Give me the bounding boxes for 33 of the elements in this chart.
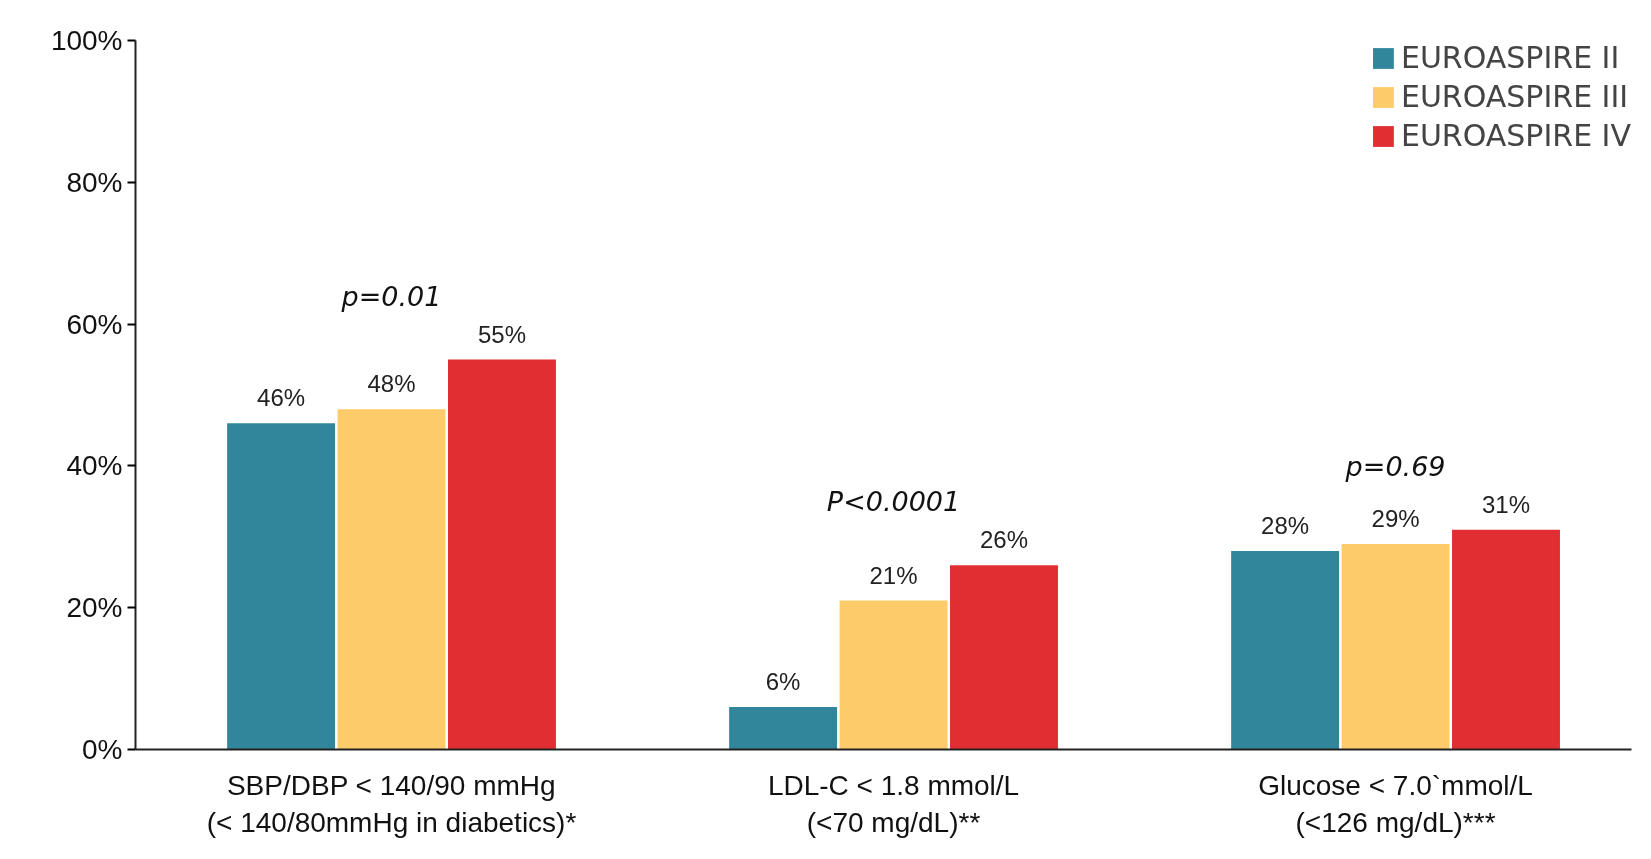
y-tick-label: 80% (66, 166, 123, 198)
x-tick-label: LDL-C < 1.8 mmol/L (<70 mg/dL)** (767, 769, 1020, 838)
data-label: 48% (367, 370, 416, 398)
annotation: p=0.01 (340, 280, 442, 312)
bar (1341, 543, 1450, 750)
data-label: 31% (1481, 490, 1531, 518)
data-label: 21% (869, 561, 918, 589)
bar (729, 706, 838, 750)
data-label: 6% (765, 667, 801, 695)
data-label: 28% (1261, 511, 1310, 539)
annotation: p=0.69 (1344, 450, 1446, 482)
data-label: 55% (477, 320, 526, 348)
bar (839, 600, 948, 750)
y-tick-label: 60% (66, 308, 123, 340)
bar (448, 359, 556, 750)
y-tick-label: 0% (82, 734, 123, 765)
data-label: 46% (257, 384, 306, 412)
legend-label: EUROASPIRE IV (1400, 118, 1631, 153)
bar (1452, 529, 1560, 750)
bar (1231, 550, 1340, 750)
legend-label: EUROASPIRE III (1400, 79, 1629, 114)
x-tick-label: Glucose < 7.0`mmol/L (<126 mg/dL)*** (1258, 769, 1533, 838)
y-tick-label: 40% (66, 450, 123, 482)
bar (227, 423, 336, 750)
y-tick-label: 20% (66, 592, 123, 624)
data-label: 29% (1371, 504, 1420, 532)
x-tick-label: SBP/DBP < 140/90 mmHg (< 140/80mmHg in diabetics)* (206, 769, 577, 838)
bar (950, 565, 1058, 750)
data-label: 26% (979, 526, 1029, 554)
y-tick-label: 100% (50, 25, 123, 56)
bar (337, 409, 446, 750)
annotation: P<0.0001 (826, 486, 961, 518)
legend-label: EUROASPIRE II (1400, 40, 1620, 75)
